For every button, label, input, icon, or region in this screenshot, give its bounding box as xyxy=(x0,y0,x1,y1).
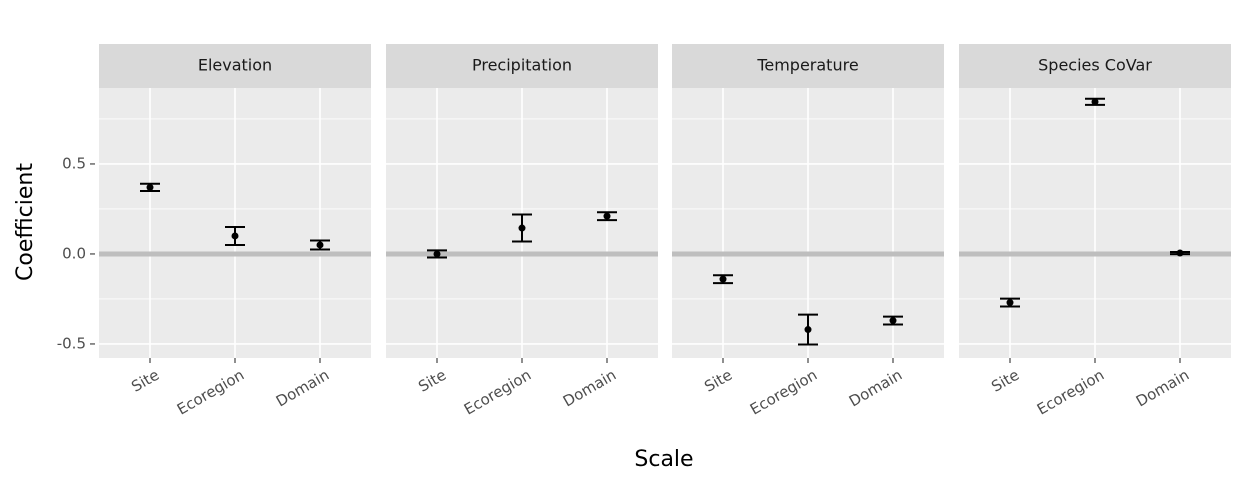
point xyxy=(433,250,441,258)
x-axis-title: Scale xyxy=(634,447,693,472)
x-tick-label: Site xyxy=(128,366,162,396)
point xyxy=(518,224,526,232)
x-tick-label: Domain xyxy=(846,366,905,411)
y-tick-label: 0.0 xyxy=(62,244,86,262)
point xyxy=(603,212,611,220)
point xyxy=(804,326,812,334)
point xyxy=(146,183,154,191)
x-tick-label: Domain xyxy=(560,366,619,411)
strip-label: Species CoVar xyxy=(1038,56,1152,75)
point xyxy=(719,275,727,283)
y-axis-title: Coefficient xyxy=(13,163,38,281)
y-tick-label: -0.5 xyxy=(57,334,86,352)
x-tick-label: Site xyxy=(988,366,1022,396)
point xyxy=(316,241,324,249)
x-tick-label: Ecoregion xyxy=(1034,366,1107,419)
point xyxy=(1006,299,1014,307)
strip xyxy=(959,44,1231,88)
x-tick-label: Site xyxy=(415,366,449,396)
x-tick-label: Domain xyxy=(273,366,332,411)
strip-label: Elevation xyxy=(198,56,272,75)
x-tick-label: Ecoregion xyxy=(174,366,247,419)
x-tick-label: Site xyxy=(701,366,735,396)
y-tick-label: 0.5 xyxy=(62,154,86,172)
point xyxy=(889,317,897,325)
strip-label: Temperature xyxy=(756,56,858,75)
x-tick-label: Ecoregion xyxy=(747,366,820,419)
point xyxy=(1176,249,1184,257)
strip xyxy=(99,44,371,88)
point xyxy=(231,232,239,240)
strip-label: Precipitation xyxy=(472,56,572,75)
strip xyxy=(672,44,944,88)
point xyxy=(1091,98,1099,106)
x-tick-label: Domain xyxy=(1133,366,1192,411)
strip xyxy=(386,44,658,88)
x-tick-label: Ecoregion xyxy=(461,366,534,419)
